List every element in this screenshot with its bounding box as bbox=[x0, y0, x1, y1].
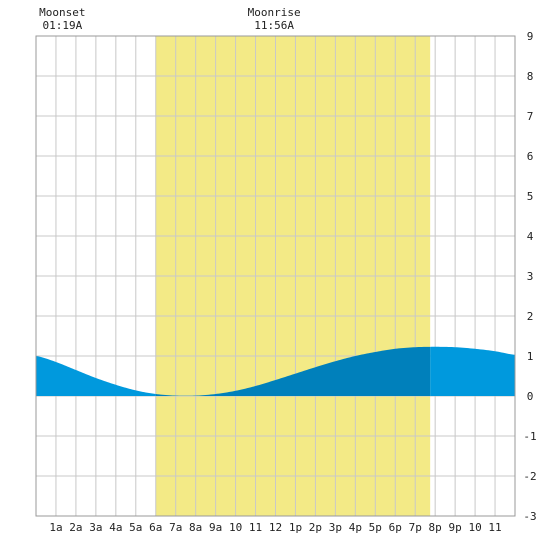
x-tick-label: 1p bbox=[289, 521, 302, 534]
x-tick-label: 2a bbox=[69, 521, 82, 534]
tide-area-daylight bbox=[155, 346, 431, 396]
x-tick-label: 4a bbox=[109, 521, 122, 534]
moon-event-time: 11:56A bbox=[254, 19, 294, 32]
y-tick-label: 7 bbox=[527, 110, 534, 123]
x-tick-label: 6p bbox=[389, 521, 402, 534]
moon-event-time: 01:19A bbox=[42, 19, 82, 32]
y-tick-label: 6 bbox=[527, 150, 534, 163]
x-tick-label: 10 bbox=[229, 521, 242, 534]
y-tick-label: 3 bbox=[527, 270, 534, 283]
tide-area-night-late bbox=[430, 346, 515, 396]
x-tick-label: 11 bbox=[249, 521, 262, 534]
y-tick-label: 8 bbox=[527, 70, 534, 83]
y-tick-label: 5 bbox=[527, 190, 534, 203]
x-tick-label: 12 bbox=[269, 521, 282, 534]
y-tick-label: 1 bbox=[527, 350, 534, 363]
x-tick-label: 4p bbox=[349, 521, 362, 534]
x-tick-label: 9a bbox=[209, 521, 222, 534]
x-tick-label: 1a bbox=[49, 521, 62, 534]
x-tick-label: 11 bbox=[488, 521, 501, 534]
x-tick-label: 7a bbox=[169, 521, 182, 534]
x-tick-label: 3a bbox=[89, 521, 102, 534]
tide-area-night-early bbox=[36, 356, 156, 396]
y-tick-label: 2 bbox=[527, 310, 534, 323]
x-tick-label: 3p bbox=[329, 521, 342, 534]
y-tick-label: 0 bbox=[527, 390, 534, 403]
x-tick-label: 7p bbox=[409, 521, 422, 534]
plot-frame bbox=[35, 35, 516, 517]
y-tick-label: -3 bbox=[523, 510, 536, 523]
x-tick-label: 6a bbox=[149, 521, 162, 534]
x-tick-label: 5p bbox=[369, 521, 382, 534]
x-tick-label: 5a bbox=[129, 521, 142, 534]
y-tick-label: -2 bbox=[523, 470, 536, 483]
moon-event-label: Moonset bbox=[39, 6, 85, 19]
x-tick-label: 9p bbox=[449, 521, 462, 534]
moon-event-label: Moonrise bbox=[248, 6, 301, 19]
x-tick-label: 10 bbox=[468, 521, 481, 534]
x-tick-label: 2p bbox=[309, 521, 322, 534]
x-tick-label: 8p bbox=[429, 521, 442, 534]
y-tick-label: 4 bbox=[527, 230, 534, 243]
y-tick-label: 9 bbox=[527, 30, 534, 43]
x-tick-label: 8a bbox=[189, 521, 202, 534]
y-tick-label: -1 bbox=[523, 430, 536, 443]
